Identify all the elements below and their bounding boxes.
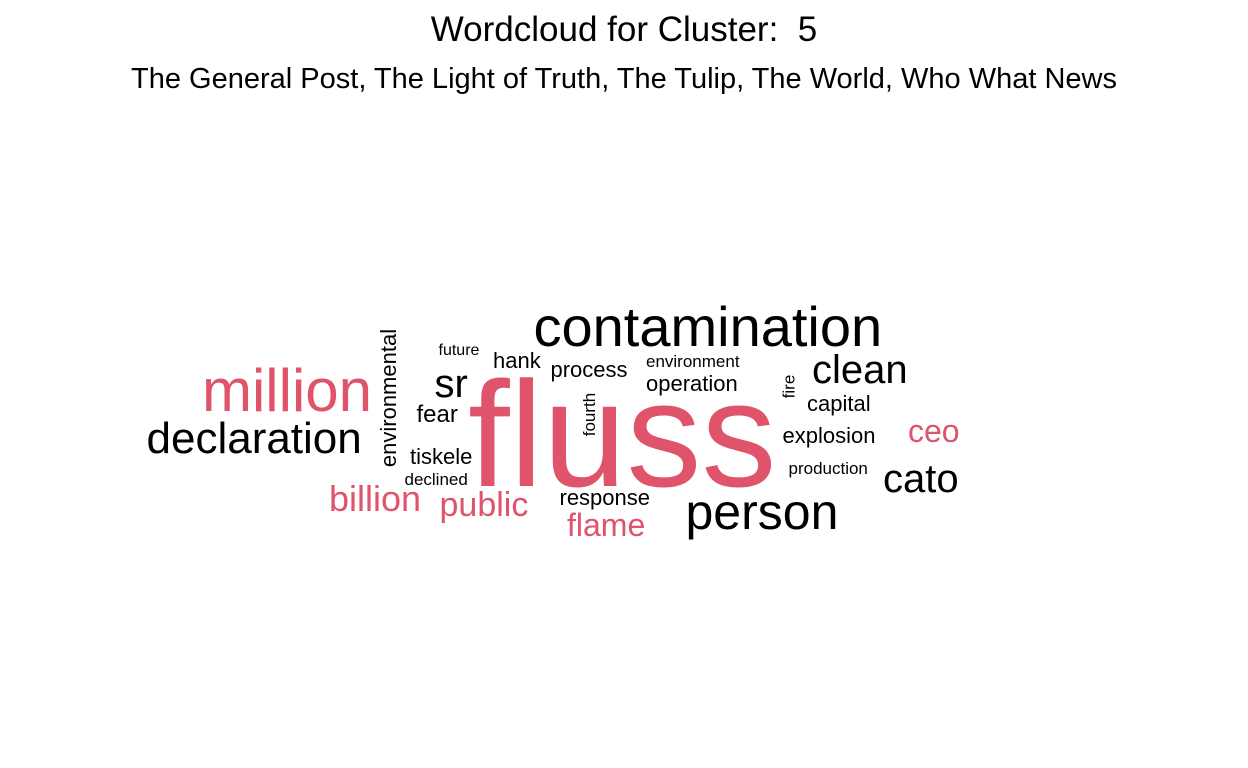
word-fire: fire [779, 374, 799, 398]
word-clean: clean [812, 348, 908, 392]
word-environmental: environmental [376, 328, 402, 468]
chart-title: Wordcloud for Cluster: 5 [430, 10, 818, 49]
word-fourth: fourth [579, 392, 599, 436]
word-contamination: contamination [533, 295, 883, 358]
word-million: million [202, 357, 373, 424]
word-future: future [438, 342, 480, 359]
word-fear: fear [416, 401, 458, 428]
word-public: public [439, 486, 529, 524]
word-fluss: fluss [468, 350, 777, 518]
word-response: response [559, 485, 651, 510]
word-cato: cato [883, 457, 959, 501]
word-hank: hank [493, 348, 541, 373]
word-declaration: declaration [146, 414, 362, 463]
word-process: process [550, 357, 628, 382]
word-ceo: ceo [908, 413, 960, 449]
word-declined: declined [404, 469, 468, 489]
word-flame: flame [567, 507, 646, 543]
chart-subtitle: The General Post, The Light of Truth, Th… [131, 63, 1117, 95]
word-sr: sr [434, 362, 468, 406]
word-environment: environment [646, 351, 740, 371]
word-person: person [685, 484, 839, 540]
word-tiskele: tiskele [410, 444, 473, 469]
word-operation: operation [646, 371, 738, 396]
word-explosion: explosion [782, 423, 876, 448]
word-production: production [788, 458, 868, 478]
word-billion: billion [329, 478, 422, 519]
word-capital: capital [807, 391, 871, 416]
